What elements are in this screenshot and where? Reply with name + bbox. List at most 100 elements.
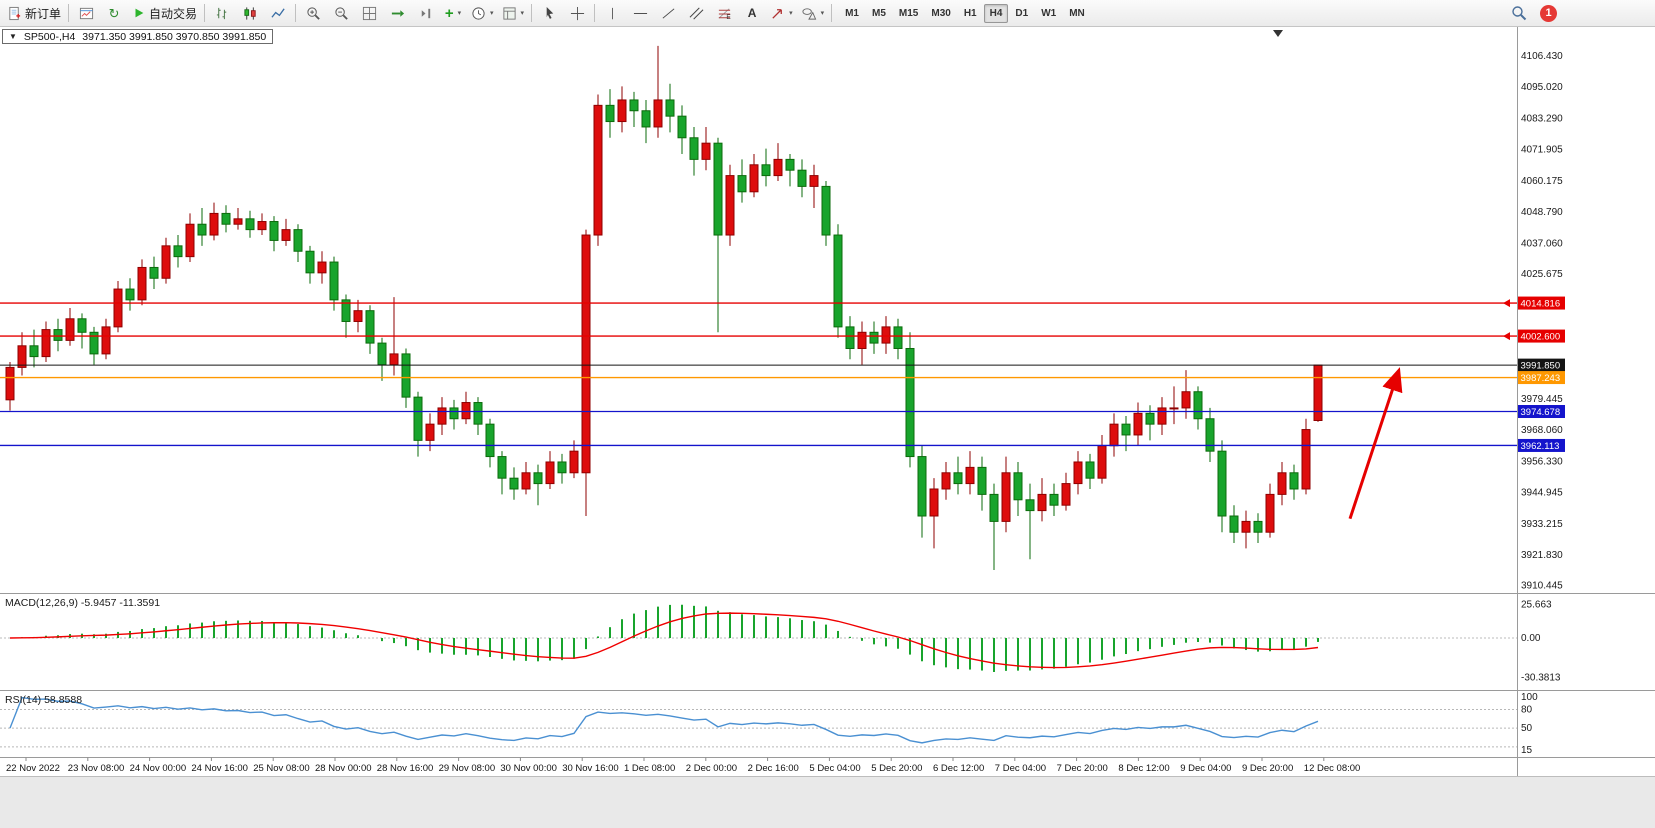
auto-trading-button[interactable]: 自动交易 [128, 1, 201, 25]
timeframe-button-m1[interactable]: M1 [845, 7, 859, 19]
trend-arrow-annotation[interactable] [1348, 367, 1403, 520]
search-icon [1512, 6, 1527, 21]
tile-windows-button[interactable] [355, 1, 383, 25]
price-axis-label: 4106.430 [1521, 51, 1563, 62]
auto-scroll-button[interactable] [383, 1, 411, 25]
timeframe-button-m5[interactable]: M5 [872, 7, 886, 19]
price-badge-label: 4014.816 [1521, 299, 1561, 310]
time-axis-label: 22 Nov 2022 [6, 763, 60, 774]
chart-ohlc-header[interactable]: ▼ SP500-,H4 3971.350 3991.850 3970.850 3… [2, 29, 274, 44]
timeframe-button-h4[interactable]: H4 [983, 3, 1009, 23]
periods-button[interactable]: ▾ [467, 1, 498, 25]
time-axis-label: 30 Nov 00:00 [500, 763, 557, 774]
clock-icon [472, 6, 485, 20]
price-badge-label: 3991.850 [1521, 361, 1561, 372]
equidistant-channel-icon [689, 7, 703, 19]
crosshair-button[interactable] [563, 1, 591, 25]
svg-text:E: E [726, 14, 731, 21]
time-axis-label: 2 Dec 16:00 [748, 763, 799, 774]
price-badge [1518, 405, 1565, 419]
macd-axis-label: 0.00 [1521, 633, 1541, 644]
zoom-in-button[interactable] [299, 1, 327, 25]
trendline-button[interactable] [654, 1, 682, 25]
price-axis-label: 3956.330 [1521, 457, 1563, 468]
notification-badge[interactable]: 1 [1540, 4, 1557, 22]
charts-icon [79, 7, 93, 19]
bar-chart-button[interactable] [208, 1, 236, 25]
chevron-down-icon: ▾ [490, 10, 494, 17]
equidistant-channel-button[interactable] [682, 1, 710, 25]
price-badge [1518, 329, 1565, 343]
text-tool-button[interactable]: A [738, 1, 766, 25]
toolbar-separator [531, 4, 533, 22]
price-axis-label: 4060.175 [1521, 176, 1563, 187]
candlestick-chart-button[interactable] [236, 1, 264, 25]
chart-ohlc-values: 3971.350 3991.850 3970.850 3991.850 [82, 30, 267, 43]
line-end-marker-icon [1503, 299, 1510, 308]
chart-window: ▼ SP500-,H4 3971.350 3991.850 3970.850 3… [0, 27, 1655, 776]
cursor-button[interactable] [535, 1, 563, 25]
rsi-line [9, 696, 1319, 744]
line-chart-button[interactable] [264, 1, 292, 25]
indicators-button[interactable]: + ▾ [439, 1, 467, 25]
templates-button[interactable]: ▾ [498, 1, 529, 25]
time-axis-label: 9 Dec 20:00 [1242, 763, 1293, 774]
timeframe-button-m15[interactable]: M15 [898, 7, 919, 19]
auto-trading-label: 自动交易 [149, 6, 198, 21]
time-axis-label: 7 Dec 20:00 [1057, 763, 1108, 774]
time-axis-label: 28 Nov 00:00 [315, 763, 372, 774]
cursor-icon [546, 6, 553, 19]
chevron-down-icon: ▾ [789, 10, 793, 17]
rsi-axis-label: 15 [1521, 745, 1533, 756]
price-badge [1518, 438, 1565, 452]
new-order-button[interactable]: 新订单 [3, 1, 65, 25]
toolbar-right-group: 1 [1505, 1, 1557, 25]
time-axis-label: 12 Dec 08:00 [1304, 763, 1361, 774]
price-axis-label: 3933.215 [1521, 519, 1563, 530]
collapse-triangle-icon: ▼ [9, 32, 17, 41]
refresh-icon: ↻ [108, 5, 120, 21]
chart-shift-marker-icon[interactable] [1273, 30, 1283, 37]
window-bottom-strip [0, 776, 1655, 828]
chart-symbol-timeframe: SP500-,H4 [23, 30, 76, 43]
price-axis-label: 3910.445 [1521, 581, 1563, 592]
zoom-out-button[interactable] [327, 1, 355, 25]
charts-button[interactable] [72, 1, 100, 25]
new-order-label: 新订单 [25, 6, 62, 21]
vertical-line-button[interactable] [598, 1, 626, 25]
time-axis-label: 5 Dec 20:00 [871, 763, 922, 774]
shapes-icon [802, 7, 816, 20]
horizontal-line-button[interactable] [626, 1, 654, 25]
toolbar-separator [68, 4, 70, 22]
symbol-search-button[interactable] [1505, 1, 1533, 25]
time-axis-label: 6 Dec 12:00 [933, 763, 984, 774]
time-axis-label: 7 Dec 04:00 [995, 763, 1046, 774]
candlestick-series [5, 45, 1323, 571]
arrows-tool-button[interactable]: ▾ [766, 1, 797, 25]
zoom-out-icon [334, 6, 348, 20]
fibonacci-button[interactable]: E [710, 1, 738, 25]
timeframe-button-h1[interactable]: H1 [963, 7, 977, 19]
price-badge [1518, 296, 1565, 310]
time-axis-label: 30 Nov 16:00 [562, 763, 619, 774]
timeframe-button-mn[interactable]: MN [1069, 7, 1085, 19]
bar-chart-icon [216, 7, 226, 19]
chevron-down-icon: ▾ [457, 10, 462, 17]
time-axis-label: 28 Nov 16:00 [377, 763, 434, 774]
macd-label: MACD(12,26,9) -5.9457 -11.3591 [5, 597, 160, 609]
shapes-button[interactable]: ▾ [797, 1, 829, 25]
refresh-button[interactable]: ↻ [100, 1, 128, 25]
toolbar-separator [295, 4, 297, 22]
candlestick-chart-icon [243, 6, 256, 20]
timeframe-group: M1 M5 M15 M30 H1 H4 D1 W1 MN [839, 3, 1091, 23]
price-axis-label: 4095.020 [1521, 82, 1563, 93]
template-icon [502, 6, 516, 20]
timeframe-button-w1[interactable]: W1 [1041, 7, 1057, 19]
timeframe-button-d1[interactable]: D1 [1015, 7, 1029, 19]
trendline-icon [662, 7, 674, 19]
chart-shift-icon [421, 8, 430, 18]
timeframe-button-m30[interactable]: M30 [931, 7, 951, 19]
chart-shift-button[interactable] [411, 1, 439, 25]
toolbar-separator [594, 4, 596, 22]
